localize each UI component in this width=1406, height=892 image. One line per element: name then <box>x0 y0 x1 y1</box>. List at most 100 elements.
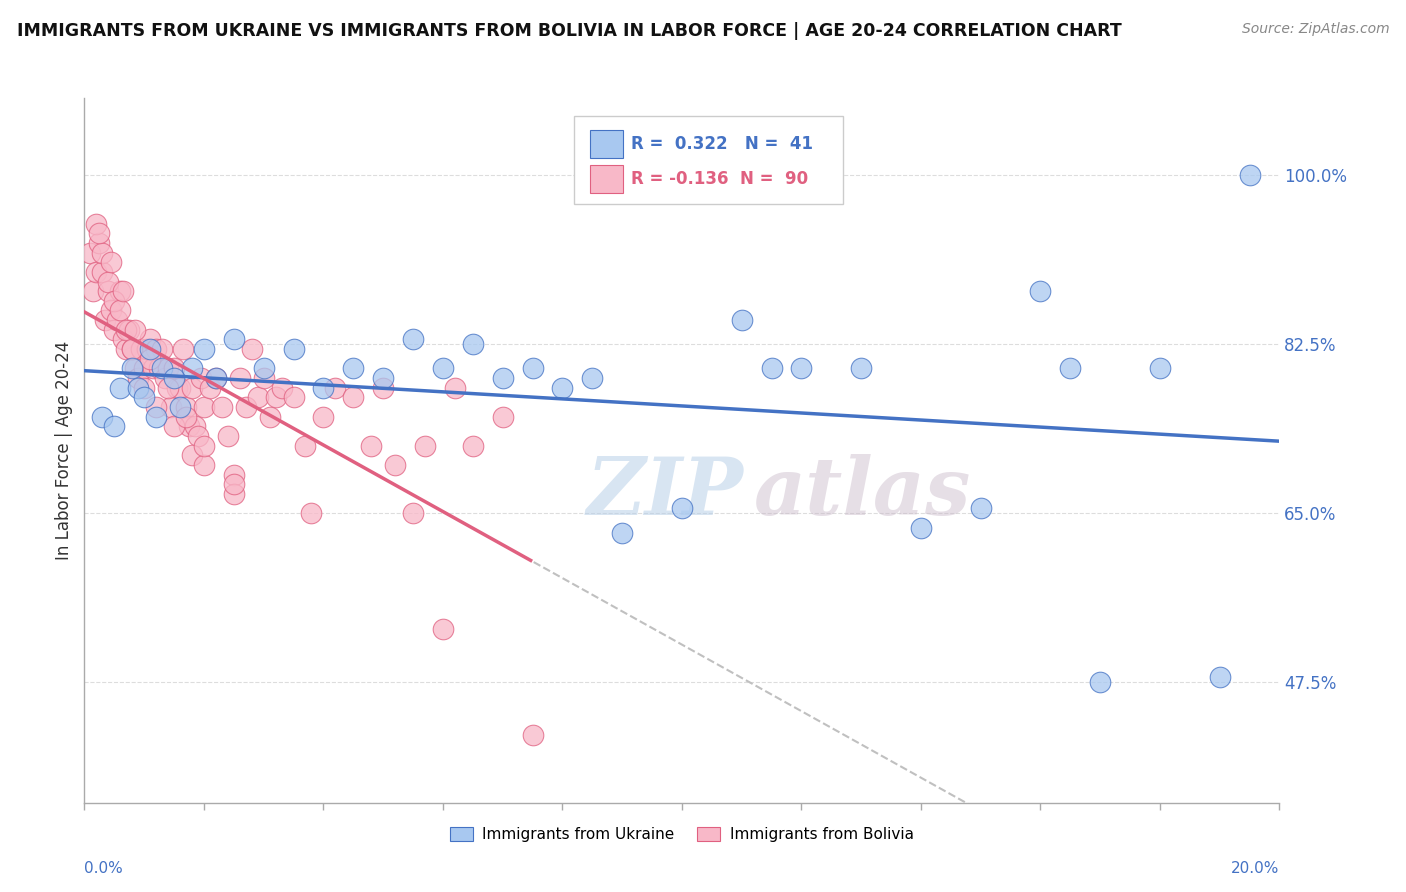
Point <box>970 501 993 516</box>
Bar <box>591 165 623 194</box>
Point <box>112 333 135 347</box>
Point <box>246 390 269 404</box>
Point <box>100 303 122 318</box>
Point <box>139 351 162 366</box>
Point <box>112 284 135 298</box>
Point <box>790 361 813 376</box>
Point <box>522 728 544 742</box>
Point <box>270 381 292 395</box>
Point <box>115 342 138 356</box>
Point <box>97 284 120 298</box>
Point <box>229 371 252 385</box>
Point <box>89 235 111 250</box>
Point <box>110 284 132 298</box>
Point <box>184 419 207 434</box>
Point <box>283 342 305 356</box>
Legend: Immigrants from Ukraine, Immigrants from Bolivia: Immigrants from Ukraine, Immigrants from… <box>444 821 920 848</box>
Point <box>86 265 108 279</box>
Point <box>103 323 125 337</box>
Point <box>193 458 215 472</box>
Point <box>761 361 783 376</box>
Point <box>94 313 117 327</box>
Point <box>86 217 108 231</box>
Point <box>402 506 425 520</box>
Point <box>132 390 156 404</box>
Point <box>342 390 364 404</box>
Text: 20.0%: 20.0% <box>1232 861 1279 876</box>
Point <box>492 409 515 424</box>
Point <box>222 333 245 347</box>
Point <box>172 342 194 356</box>
Point <box>193 400 215 414</box>
Point <box>145 409 167 424</box>
Point <box>157 361 180 376</box>
Point <box>105 313 128 327</box>
Point <box>413 439 436 453</box>
Point <box>222 477 245 491</box>
Point <box>153 371 176 385</box>
Point <box>373 371 395 385</box>
Point <box>163 419 186 434</box>
Point <box>240 342 263 356</box>
Point <box>139 333 162 347</box>
Point <box>97 275 120 289</box>
Point <box>181 381 204 395</box>
Point <box>139 342 162 356</box>
Point <box>312 381 335 395</box>
Point <box>118 323 141 337</box>
Text: ZIP: ZIP <box>586 454 744 532</box>
Point <box>145 342 167 356</box>
Point <box>294 439 316 453</box>
Point <box>731 313 754 327</box>
Point <box>79 245 101 260</box>
Point <box>1209 670 1232 684</box>
Point <box>163 361 186 376</box>
Point <box>461 337 484 351</box>
Point <box>132 381 156 395</box>
Point <box>124 361 146 376</box>
Point <box>157 381 180 395</box>
Text: 0.0%: 0.0% <box>84 861 124 876</box>
Point <box>461 439 484 453</box>
Point <box>671 501 693 516</box>
Point <box>1090 675 1112 690</box>
Point <box>91 245 114 260</box>
Point <box>91 409 114 424</box>
Point <box>205 371 228 385</box>
Point <box>851 361 873 376</box>
Point <box>132 361 156 376</box>
Point <box>581 371 603 385</box>
Point <box>124 323 146 337</box>
Point <box>103 419 125 434</box>
Point <box>198 381 221 395</box>
Point <box>127 371 149 385</box>
Point <box>432 361 454 376</box>
Point <box>103 293 125 308</box>
Point <box>522 361 544 376</box>
Point <box>91 265 114 279</box>
Point <box>142 361 165 376</box>
Point <box>193 342 215 356</box>
Point <box>110 303 132 318</box>
Bar <box>591 130 623 158</box>
Point <box>373 381 395 395</box>
Point <box>402 333 425 347</box>
Point <box>492 371 515 385</box>
Point <box>174 409 197 424</box>
Point <box>187 429 209 443</box>
Point <box>174 400 197 414</box>
Text: R = -0.136  N =  90: R = -0.136 N = 90 <box>630 170 807 188</box>
Point <box>910 521 932 535</box>
Point <box>121 342 143 356</box>
Point <box>121 342 143 356</box>
Point <box>193 439 215 453</box>
Point <box>148 361 170 376</box>
Point <box>1239 169 1261 183</box>
Point <box>222 487 245 501</box>
Point <box>1029 284 1052 298</box>
Point <box>169 400 191 414</box>
Point <box>235 400 257 414</box>
Point <box>150 342 173 356</box>
Point <box>205 371 228 385</box>
Point <box>217 429 239 443</box>
